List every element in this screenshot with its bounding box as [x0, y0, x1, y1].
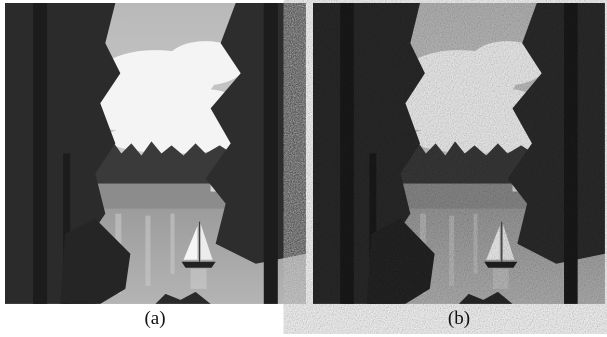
panel-label: (b) [448, 308, 470, 329]
panel-a: (a) [5, 3, 306, 329]
panel-label: (a) [144, 308, 165, 329]
photo-a [5, 3, 306, 304]
figure: (a) (b) [0, 0, 607, 337]
panel-b: (b) [313, 3, 605, 329]
photo-b [313, 3, 605, 304]
